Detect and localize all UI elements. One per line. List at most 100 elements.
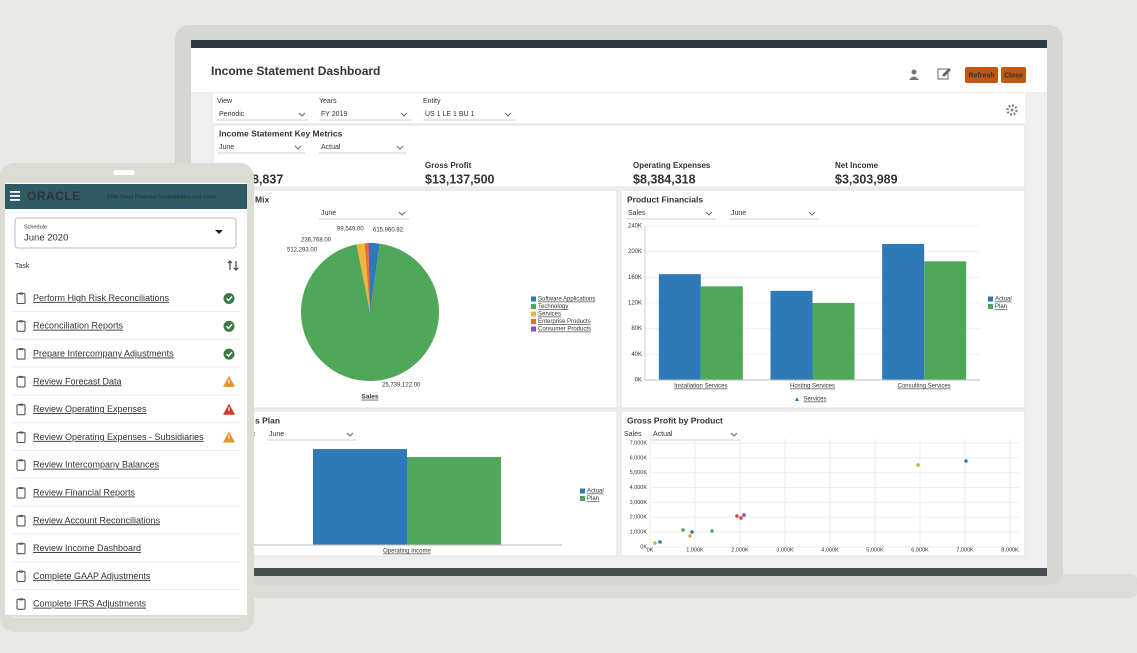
brand: ORACLE xyxy=(27,189,81,203)
task-link[interactable]: Review Income Dashboard xyxy=(33,543,141,553)
metric-label: Operating Expenses xyxy=(633,161,711,170)
scatter-panel xyxy=(620,410,1026,557)
scatter-point[interactable] xyxy=(742,513,746,517)
legend-swatch xyxy=(580,496,585,501)
scatter-point[interactable] xyxy=(735,514,739,518)
dropdown-value[interactable]: US 1 LE 1 BU 1 xyxy=(425,111,475,118)
task-link[interactable]: Review Operating Expenses - Subsidiaries xyxy=(33,432,204,442)
status-complete xyxy=(223,320,235,332)
y-tick-label: 200K xyxy=(628,249,642,255)
task-header: Task xyxy=(15,263,30,270)
chart-title: Gross Profit by Product xyxy=(627,415,723,425)
x-tick-label: 1,000K xyxy=(686,547,704,553)
task-link[interactable]: Perform High Risk Reconciliations xyxy=(33,293,170,303)
dropdown-value[interactable]: June xyxy=(731,210,746,217)
button[interactable] xyxy=(1001,67,1026,83)
scatter-point[interactable] xyxy=(739,516,743,520)
metric-value: $13,137,500 xyxy=(425,172,495,186)
dropdown-value[interactable]: June xyxy=(321,210,336,217)
tablet-screen xyxy=(5,183,247,615)
chart-title: Mix xyxy=(255,194,269,204)
task-link[interactable]: Complete GAAP Adjustments xyxy=(33,571,151,581)
scatter-point[interactable] xyxy=(690,530,694,534)
dropdown-value[interactable]: Actual xyxy=(653,431,673,438)
schedule-caret xyxy=(215,230,223,234)
menu-icon[interactable] xyxy=(10,191,20,201)
filter-label: View xyxy=(217,98,233,105)
y-tick-label: 6,000K xyxy=(630,455,648,461)
y-tick-label: 240K xyxy=(628,224,642,230)
tablet-speaker xyxy=(113,170,135,175)
dropdown-chevron xyxy=(294,145,302,150)
scatter-point[interactable] xyxy=(964,459,968,463)
screen-bottombar xyxy=(191,568,1047,576)
schedule-value[interactable]: June 2020 xyxy=(24,233,68,244)
status-check xyxy=(226,296,233,302)
bar xyxy=(313,449,407,545)
dropdown-value[interactable]: Actual xyxy=(321,144,341,151)
task-icon-clip xyxy=(19,403,23,406)
scatter-point[interactable] xyxy=(710,529,714,533)
status-mark xyxy=(228,407,230,412)
task-link[interactable]: Prepare Intercompany Adjustments xyxy=(33,348,174,358)
sort-icon[interactable] xyxy=(227,260,239,271)
legend-swatch xyxy=(531,296,536,302)
task-link[interactable]: Review Account Reconciliations xyxy=(33,515,161,525)
button-label[interactable]: Refresh xyxy=(968,72,994,79)
legend-swatch xyxy=(531,304,536,309)
legend-label: Enterprise Products xyxy=(538,319,591,325)
dropdown-value[interactable]: June xyxy=(269,431,284,438)
legend-swatch xyxy=(580,488,585,494)
tablet: ORACLE EPM Cloud Financial Consolidation … xyxy=(0,163,254,632)
task-link[interactable]: Reconciliation Reports xyxy=(33,321,124,331)
bar xyxy=(770,290,813,380)
y-tick-label: 0K xyxy=(635,378,642,384)
chart-title: Product Financials xyxy=(627,194,703,204)
legend-label: Consumer Products xyxy=(538,327,591,333)
dropdown-value[interactable]: June xyxy=(219,144,234,151)
task-icon-clip xyxy=(19,431,23,434)
pie-slice xyxy=(370,243,380,312)
dropdown-value[interactable]: FY 2019 xyxy=(321,111,347,118)
scatter-point[interactable] xyxy=(653,541,657,545)
edit-icon[interactable] xyxy=(937,68,951,80)
button[interactable] xyxy=(965,67,998,83)
dropdown-value[interactable]: Periodic xyxy=(219,111,245,118)
task-link[interactable]: Review Forecast Data xyxy=(33,376,122,386)
task-link[interactable]: Complete IFRS Adjustments xyxy=(33,599,147,609)
task-icon-clip xyxy=(19,320,23,323)
scatter-point[interactable] xyxy=(658,540,662,544)
scatter-point[interactable] xyxy=(688,534,692,538)
scatter-point[interactable] xyxy=(916,463,920,467)
button-label[interactable]: Close xyxy=(1004,72,1023,79)
scatter-point[interactable] xyxy=(681,528,685,532)
slice-label: 615,960.82 xyxy=(373,228,404,234)
task-link[interactable]: Review Financial Reports xyxy=(33,487,136,497)
slice-label: 512,293.00 xyxy=(287,248,318,254)
user-icon[interactable] xyxy=(909,69,919,81)
status-complete xyxy=(223,293,235,304)
legend-label: Actual xyxy=(995,297,1012,303)
dropdown-value[interactable]: Sales xyxy=(628,210,646,217)
bar xyxy=(924,261,967,380)
filter-label: Years xyxy=(319,98,337,105)
x-tick-label: Operating Income xyxy=(383,549,431,555)
legend-swatch xyxy=(531,319,536,324)
y-tick-label: 2,000K xyxy=(630,515,648,521)
slice-label: 25,739,122.00 xyxy=(382,383,421,389)
task-icon-clip xyxy=(19,348,23,351)
task-link[interactable]: Review Operating Expenses xyxy=(33,404,147,414)
task-link[interactable]: Review Intercompany Balances xyxy=(33,460,160,470)
app-title: EPM Cloud Financial Consolidation and Cl… xyxy=(107,194,217,200)
x-tick-label: 8,000K xyxy=(1001,547,1019,553)
x-tick-label: 4,000K xyxy=(821,547,839,553)
schedule-select[interactable] xyxy=(14,217,237,249)
dropdown-chevron xyxy=(705,211,713,216)
dropdown-chevron xyxy=(346,432,354,437)
header-area xyxy=(191,48,1047,92)
legend-label: Plan xyxy=(995,304,1007,310)
settings-icon[interactable] xyxy=(1006,104,1018,116)
y-tick-label: 0K xyxy=(640,544,647,550)
y-tick-label: 7,000K xyxy=(630,440,648,446)
